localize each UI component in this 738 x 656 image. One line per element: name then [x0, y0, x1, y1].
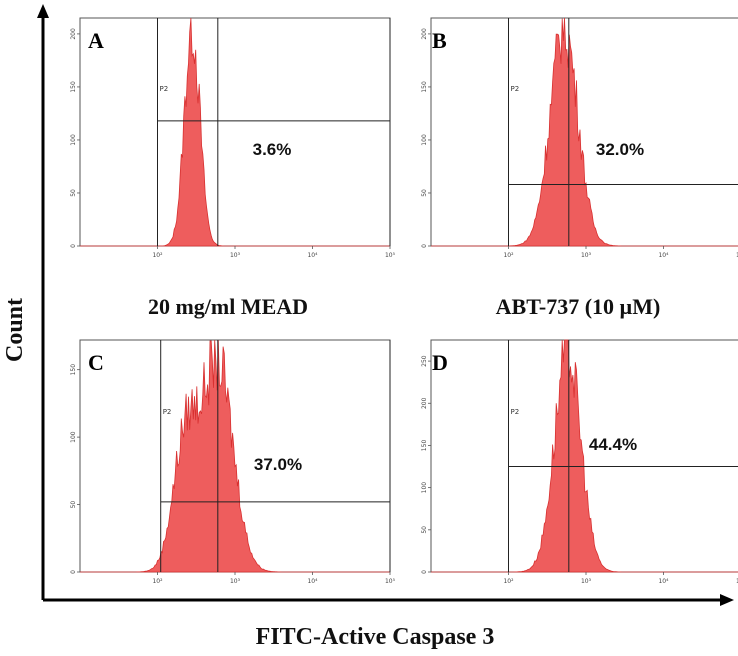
- y-tick-label: 100: [70, 134, 77, 146]
- y-tick-label: 0: [70, 570, 77, 574]
- y-tick-label: 200: [70, 28, 77, 40]
- x-tick-label: 10²: [152, 578, 163, 585]
- gate-label: P2: [163, 408, 172, 416]
- percent-label: 44.4%: [589, 435, 637, 454]
- y-tick-label: 250: [421, 355, 428, 367]
- panel-b: P2 0 50 100 150 200 10² 10³ 10⁴ 10⁵ B 32.0% ABT-737 …: [421, 17, 738, 319]
- y-tick-label: 200: [421, 397, 428, 409]
- y-tick-label: 150: [421, 81, 428, 93]
- x-tick-label: 10⁴: [307, 578, 318, 585]
- panel-letter: B: [432, 28, 447, 53]
- gate-label: P2: [511, 408, 520, 416]
- figure-x-arrow: [720, 594, 734, 606]
- panel-letter: C: [88, 350, 104, 375]
- panel-c: P2 0 50 100 150 10² 10³ 10⁴ 10⁵ C 37.0%: [70, 339, 396, 585]
- y-tick-label: 50: [70, 501, 77, 509]
- histogram-panels: P2 0 50 100 150 200 10² 10³ 10⁴ 10⁵ A 3.6% 20 mg/ml …: [70, 17, 738, 585]
- percent-label: 32.0%: [596, 140, 644, 159]
- x-tick-label: 10³: [581, 252, 592, 259]
- plot-frame: [79, 17, 391, 247]
- y-tick-label: 0: [421, 570, 428, 574]
- y-tick-label: 0: [421, 244, 428, 248]
- y-tick-label: 50: [421, 189, 428, 197]
- y-tick-label: 100: [421, 134, 428, 146]
- figure-axes: [37, 4, 734, 606]
- x-tick-label: 10⁴: [658, 578, 669, 585]
- x-tick-label: 10⁴: [658, 252, 669, 259]
- percent-label: 37.0%: [254, 455, 302, 474]
- y-tick-label: 150: [421, 440, 428, 452]
- x-tick-label: 10³: [230, 578, 241, 585]
- figure-y-arrow: [37, 4, 49, 18]
- x-tick-label: 10³: [230, 252, 241, 259]
- x-tick-label: 10²: [152, 252, 163, 259]
- x-tick-label: 10⁵: [385, 252, 396, 259]
- panel-d: P2 0 50 100 150 200 250 10² 10³ 10⁴ 10⁵ D 44.4%: [421, 339, 738, 585]
- histogram-area: [431, 17, 738, 247]
- histogram-area: [80, 339, 390, 573]
- y-tick-label: 100: [70, 431, 77, 443]
- x-tick-label: 10²: [503, 252, 514, 259]
- gate-label: P2: [511, 85, 520, 93]
- x-tick-label: 10⁵: [736, 252, 738, 259]
- y-tick-label: 0: [70, 244, 77, 248]
- x-tick-label: 10³: [581, 578, 592, 585]
- panel-caption: ABT-737 (10 µM): [496, 294, 661, 319]
- y-tick-label: 50: [70, 189, 77, 197]
- histogram-area: [431, 339, 738, 573]
- panel-caption: 20 mg/ml MEAD: [148, 294, 308, 319]
- x-tick-label: 10²: [503, 578, 514, 585]
- y-tick-label: 200: [421, 28, 428, 40]
- histogram-area: [80, 17, 390, 247]
- y-tick-label: 150: [70, 364, 77, 376]
- y-tick-label: 50: [421, 526, 428, 534]
- x-axis-title: FITC-Active Caspase 3: [256, 624, 495, 650]
- x-tick-label: 10⁵: [385, 578, 396, 585]
- y-axis-title: Count: [2, 298, 28, 362]
- y-tick-label: 100: [421, 482, 428, 494]
- y-tick-label: 150: [70, 81, 77, 93]
- panel-a: P2 0 50 100 150 200 10² 10³ 10⁴ 10⁵ A 3.6% 20 mg/ml …: [70, 17, 396, 319]
- gate-label: P2: [160, 85, 169, 93]
- percent-label: 3.6%: [253, 140, 292, 159]
- panel-letter: A: [88, 28, 104, 53]
- x-tick-label: 10⁴: [307, 252, 318, 259]
- panel-letter: D: [432, 350, 448, 375]
- x-tick-label: 10⁵: [736, 578, 738, 585]
